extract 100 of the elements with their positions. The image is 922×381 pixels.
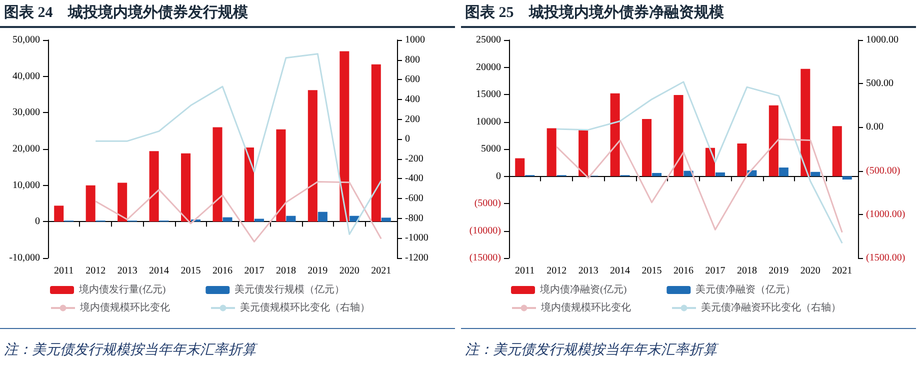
y2-tick-label: 600 [405,74,420,86]
bar [54,206,64,222]
y2-tick-label: -1200 [405,252,428,264]
x-tick-label: 2018 [736,266,757,276]
x-tick-label: 2021 [832,266,852,276]
x-tick-label: 2016 [212,266,232,276]
y2-tick-label: 0.00 [866,122,884,133]
line-series [94,53,382,235]
y2-tick-label: 800 [405,54,420,66]
bar [515,158,525,176]
bar [308,90,318,222]
y2-tick-label: -800 [405,212,424,224]
x-tick-label: 2018 [276,266,296,276]
legend-label: 境内债规模环比变化 [79,302,170,314]
legend-label: 境内债发行量(亿元) [78,284,166,296]
x-tick-label: 2014 [610,266,630,276]
x-tick-label: 2012 [86,266,106,276]
x-tick-label: 2011 [515,266,535,276]
legend-label: 美元债净融资环比变化（右轴） [701,302,841,314]
y2-tick-label: (1500.00) [866,252,906,264]
x-tick-label: 2013 [117,266,138,276]
y-tick-label: 15000 [476,89,501,100]
x-tick-label: 2012 [546,266,567,276]
line-series [556,81,843,244]
y-tick-label: 50,000 [12,34,40,46]
bar [149,151,159,222]
y2-tick-label: -200 [405,153,424,164]
y-tick-label: 20,000 [12,144,40,154]
bar [222,217,232,222]
bar [212,127,222,222]
y-tick-label: (5000) [474,198,501,209]
bar [244,148,254,222]
bar [800,68,810,176]
y2-tick-label: -600 [405,193,424,204]
bar [832,126,842,176]
bar [318,212,328,222]
y-tick-label: 10000 [476,116,501,128]
bar [715,172,725,176]
y2-tick-label: -400 [405,173,424,184]
chart-title: 图表 25 城投境内境外债券净融资规模 [461,0,916,28]
x-tick-label: 2019 [308,266,328,276]
y-tick-label: 25000 [476,34,501,46]
x-tick-label: 2013 [578,266,598,276]
y-tick-label: 30,000 [12,107,40,118]
bar [778,168,788,176]
bar [768,105,778,176]
x-tick-label: 2016 [674,266,694,276]
y-tick-label: (15000) [469,252,501,264]
x-tick-label: 2020 [339,266,360,276]
legend-label: 境内债规模环比变化 [540,302,631,314]
y-tick-label: -10,000 [9,252,40,264]
y-tick-label: 0 [496,170,501,182]
bar [674,95,684,176]
x-tick-label: 2020 [800,266,820,276]
legend-label: 美元债规模环比变化（右轴） [240,302,370,314]
y-tick-label: (10000) [469,225,501,236]
x-tick-label: 2011 [54,266,74,276]
legend-label: 境内债净融资(亿元) [539,284,627,296]
line-series [94,180,382,242]
chart-title: 图表 24 城投境内境外债券发行规模 [0,0,455,28]
y2-tick-label: 1000.00 [866,34,898,46]
bar [86,185,96,222]
bar [118,182,128,222]
bar [381,218,391,222]
y2-tick-label: (500.00) [866,165,900,176]
x-tick-label: 2014 [149,266,170,276]
y-tick-label: 40,000 [12,70,40,82]
y2-tick-label: 0 [405,134,410,145]
line-series [556,138,843,234]
y2-tick-label: 500.00 [866,78,894,90]
legend-label: 美元债净融资（亿元） [696,284,796,296]
y2-tick-label: (1000.00) [866,208,906,220]
x-tick-label: 2017 [705,266,726,276]
bar [610,93,620,176]
y-tick-label: 20000 [476,62,501,73]
y-tick-label: 0 [35,216,40,228]
bar [181,153,191,222]
text: 注：美元债发行规模按当年年末汇率折算 [0,328,455,359]
bar [546,128,556,176]
x-tick-label: 2017 [244,266,264,276]
bar [578,130,588,176]
text: 注：美元债发行规模按当年年末汇率折算 [461,328,916,359]
y-tick-label: 5000 [481,144,501,154]
y2-tick-label: 1000 [405,34,425,46]
bar [810,172,820,176]
bar [276,129,286,222]
y2-tick-label: -1000 [405,232,428,244]
bar [340,51,350,222]
x-tick-label: 2015 [180,266,201,276]
bar [842,176,852,180]
x-tick-label: 2019 [768,266,789,276]
bar [705,148,715,176]
x-tick-label: 2015 [642,266,662,276]
legend-label: 美元债发行规模（亿元） [234,284,345,296]
bar [286,216,296,222]
y-tick-label: 10,000 [12,180,40,191]
bar [642,119,652,176]
x-tick-label: 2021 [371,266,392,276]
bar [371,64,381,222]
y2-tick-label: 200 [405,114,420,125]
